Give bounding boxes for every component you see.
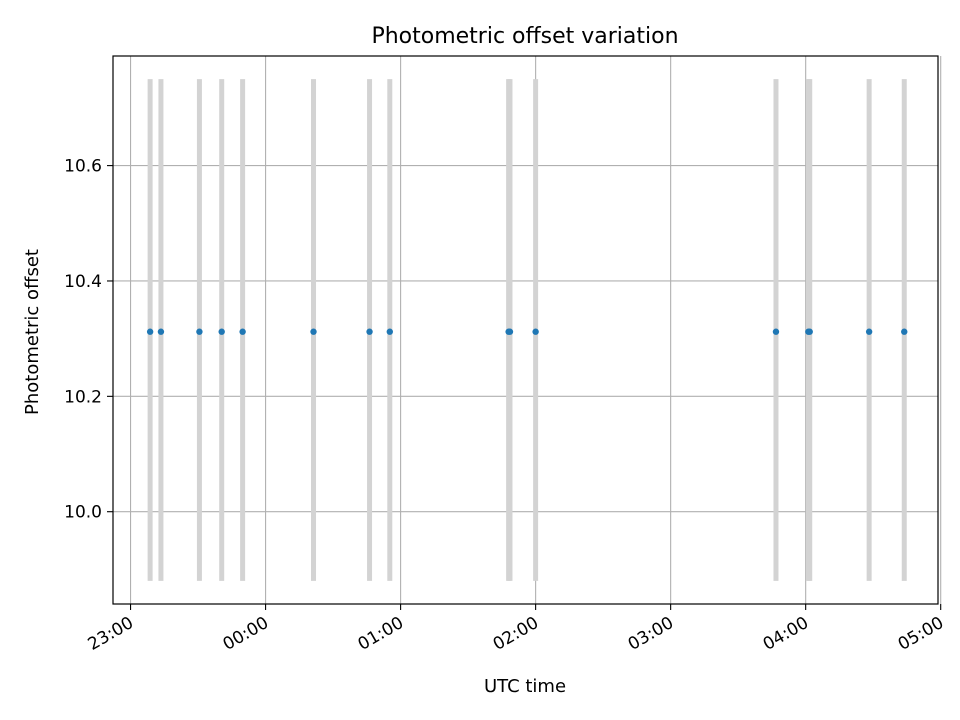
data-point bbox=[310, 328, 317, 335]
y-axis-label: Photometric offset bbox=[22, 249, 43, 415]
y-tick-label: 10.6 bbox=[64, 157, 102, 177]
data-point bbox=[506, 328, 514, 335]
y-tick-label: 10.2 bbox=[64, 387, 102, 407]
grid-lines bbox=[113, 56, 942, 604]
chart-title: Photometric offset variation bbox=[371, 24, 678, 49]
data-point bbox=[218, 328, 225, 335]
data-point bbox=[146, 328, 154, 335]
x-axis-label: UTC time bbox=[484, 676, 566, 697]
data-point bbox=[865, 328, 873, 335]
y-axis-ticks: 10.0 10.2 10.4 10.6 bbox=[64, 157, 113, 523]
data-point bbox=[772, 328, 780, 335]
y-tick-label: 10.4 bbox=[64, 272, 102, 292]
data-point bbox=[901, 328, 908, 335]
data-point bbox=[196, 328, 203, 335]
data-point bbox=[157, 328, 165, 335]
data-points bbox=[146, 328, 908, 335]
data-point bbox=[366, 328, 373, 335]
data-point bbox=[806, 328, 813, 335]
y-tick-label: 10.0 bbox=[64, 503, 102, 523]
plot-frame bbox=[112, 55, 939, 605]
data-point bbox=[532, 328, 539, 335]
data-point bbox=[386, 328, 394, 335]
data-point bbox=[239, 328, 246, 335]
